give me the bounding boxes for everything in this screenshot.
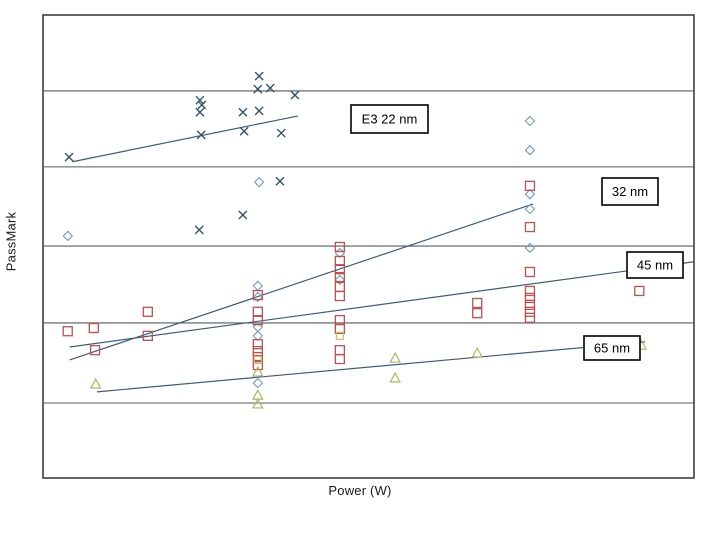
x-marker	[254, 106, 264, 116]
triangle-marker	[252, 397, 264, 409]
x-marker	[64, 152, 74, 162]
square-marker	[334, 353, 346, 365]
square-marker	[88, 322, 99, 334]
x-marker	[196, 130, 206, 140]
x-marker	[238, 210, 248, 220]
square-marker	[142, 306, 153, 317]
square-marker	[472, 308, 483, 319]
square-marker	[524, 221, 536, 233]
diamond-marker	[253, 176, 265, 188]
trendline	[72, 115, 299, 163]
square-marker	[62, 326, 73, 337]
square-marker	[524, 180, 536, 191]
x-marker	[195, 95, 205, 105]
square-marker	[524, 299, 536, 310]
x-marker	[265, 83, 275, 93]
square-marker	[524, 285, 536, 297]
triangle-marker	[252, 365, 264, 377]
x-marker	[194, 225, 204, 235]
triangle-marker	[89, 377, 102, 389]
series-label-text: 45 nm	[637, 258, 673, 273]
square-marker	[334, 264, 346, 275]
diamond-marker	[252, 291, 264, 303]
square-marker	[334, 290, 346, 302]
diamond-marker	[524, 242, 536, 254]
square-marker	[252, 345, 263, 357]
square-marker	[89, 345, 101, 356]
y-axis-title: PassMark	[3, 211, 19, 272]
series-label-box	[626, 251, 684, 279]
x-axis-title: Power (W)	[328, 483, 392, 498]
square-marker	[524, 292, 536, 304]
triangle-marker	[389, 371, 401, 383]
triangle-marker	[389, 351, 401, 363]
square-marker	[252, 352, 263, 363]
x-marker	[239, 126, 249, 136]
x-marker	[290, 90, 300, 100]
series-label-box	[583, 335, 641, 361]
x-marker	[275, 176, 285, 186]
x-marker	[254, 71, 264, 81]
diamond-marker	[62, 230, 74, 242]
trendline	[69, 261, 695, 348]
diamond-marker	[524, 144, 536, 156]
diamond-marker	[524, 203, 536, 215]
square-marker	[334, 241, 346, 253]
square-marker	[472, 297, 483, 309]
series-label-box	[350, 104, 429, 134]
square-marker	[142, 330, 153, 342]
series-label-box	[601, 177, 659, 206]
square-marker	[252, 339, 263, 350]
extra-marker	[253, 355, 262, 365]
diamond-marker	[252, 330, 264, 342]
square-marker	[334, 323, 346, 335]
diamond-marker	[524, 115, 536, 127]
square-marker	[252, 306, 263, 317]
x-marker	[195, 107, 205, 117]
square-marker	[524, 306, 536, 317]
diamond-marker	[334, 274, 346, 286]
square-marker	[524, 312, 536, 323]
x-marker	[253, 84, 263, 94]
triangle-marker	[471, 346, 484, 358]
square-marker	[334, 271, 346, 283]
diamond-marker	[524, 188, 536, 200]
square-marker	[334, 255, 346, 267]
x-marker	[238, 107, 248, 117]
trendline	[69, 203, 534, 361]
square-marker	[524, 266, 536, 278]
series-label-text: 65 nm	[594, 341, 630, 356]
square-marker	[252, 359, 263, 371]
series-label-text: E3 22 nm	[362, 112, 418, 127]
square-marker	[634, 285, 645, 297]
x-marker	[197, 100, 207, 110]
square-marker	[252, 289, 263, 301]
diamond-marker	[252, 377, 264, 389]
x-marker	[276, 128, 286, 138]
series-label-text: 32 nm	[612, 184, 648, 199]
trendline	[96, 341, 646, 393]
extra-marker	[335, 331, 344, 340]
square-marker	[252, 314, 263, 326]
